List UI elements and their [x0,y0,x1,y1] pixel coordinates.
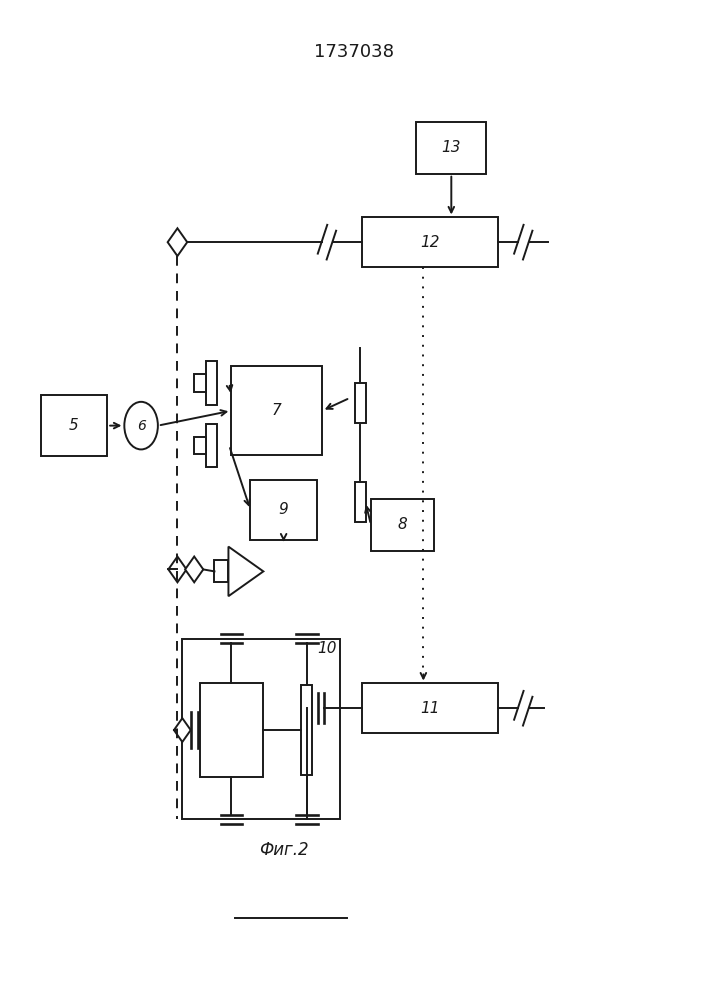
Bar [182,639,339,819]
Text: 5: 5 [69,418,79,433]
Bar [200,683,263,777]
Bar [416,122,486,174]
Bar [301,685,312,775]
Bar [355,482,366,522]
Bar [194,437,206,454]
Bar [355,383,366,423]
Text: 11: 11 [421,701,440,716]
Text: 12: 12 [421,235,440,250]
Bar [362,683,498,733]
Bar [206,424,217,467]
Bar [371,499,434,551]
Bar [194,374,206,392]
Bar [362,217,498,267]
Polygon shape [228,547,264,596]
Bar [206,361,217,405]
Polygon shape [168,228,187,256]
Text: 6: 6 [136,419,146,433]
Text: 13: 13 [442,140,461,155]
Polygon shape [174,718,191,742]
Text: 7: 7 [271,403,281,418]
Bar [41,395,107,456]
Text: 10: 10 [317,641,337,656]
Polygon shape [168,557,187,582]
Text: 8: 8 [397,517,407,532]
Text: 9: 9 [279,502,288,517]
Circle shape [124,402,158,449]
Bar [250,480,317,540]
Text: Фиг.2: Фиг.2 [259,841,308,859]
Text: 1737038: 1737038 [313,43,394,61]
Polygon shape [185,557,204,582]
Bar [214,560,228,582]
Bar [231,366,322,455]
